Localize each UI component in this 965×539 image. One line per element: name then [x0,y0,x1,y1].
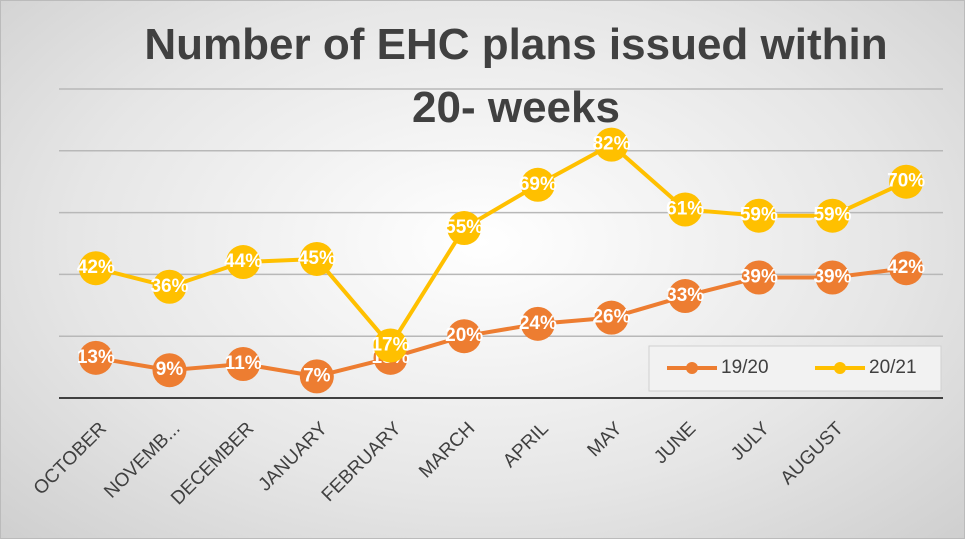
data-label: 11% [225,353,262,374]
x-tick-label: AUGUST [777,418,848,489]
marker [889,251,924,286]
marker [815,260,850,295]
data-label: 69% [519,174,557,195]
x-tick-label: MAY [584,418,627,461]
data-label: 82% [592,134,630,155]
data-label: 61% [666,199,704,220]
marker [226,347,261,382]
marker [78,251,113,286]
legend-label: 19/20 [721,357,769,378]
legend-label: 20/21 [869,357,917,378]
marker [373,328,408,363]
marker [668,192,703,227]
data-label: 39% [813,267,851,288]
x-tick-label: MARCH [415,418,479,482]
data-label: 20% [445,325,483,346]
x-tick-label: JUNE [650,418,700,468]
legend-marker [686,362,698,374]
data-label: 24% [519,313,557,334]
data-label: 26% [592,307,630,328]
data-label: 39% [740,267,778,288]
marker [741,260,776,295]
marker [594,300,629,335]
chart-title: Number of EHC plans issued within 20- we… [144,20,888,132]
x-tick-label: JULY [727,418,774,465]
data-label: 45% [298,248,336,269]
marker [815,198,850,233]
data-label: 42% [887,257,925,278]
marker [668,279,703,314]
marker [299,241,334,276]
marker [152,353,187,388]
marker [889,164,924,199]
data-label: 59% [740,205,778,226]
legend-marker [834,362,846,374]
line [95,142,908,348]
marker [594,127,629,162]
data-label: 55% [445,217,483,238]
marker [299,359,334,394]
x-tick-label: OCTOBER [30,418,111,499]
data-label: 36% [150,276,188,297]
data-label: 70% [887,171,925,192]
data-label: 44% [224,251,262,272]
data-label: 13% [77,347,115,368]
data-label: 59% [813,205,851,226]
data-label: 33% [666,285,704,306]
marker [520,167,555,202]
data-label: 9% [156,359,184,380]
x-tick-label: JANUARY [255,418,333,496]
data-label: 42% [77,257,115,278]
marker [152,269,187,304]
marker [447,211,482,246]
marker [520,306,555,341]
marker [78,340,113,375]
data-label: 7% [303,365,331,386]
x-tick-label: APRIL [499,418,553,472]
marker [447,319,482,354]
marker [226,245,261,280]
data-label: 17% [371,334,409,355]
marker [741,198,776,233]
x-tick-label: FEBRUARY [318,418,406,506]
